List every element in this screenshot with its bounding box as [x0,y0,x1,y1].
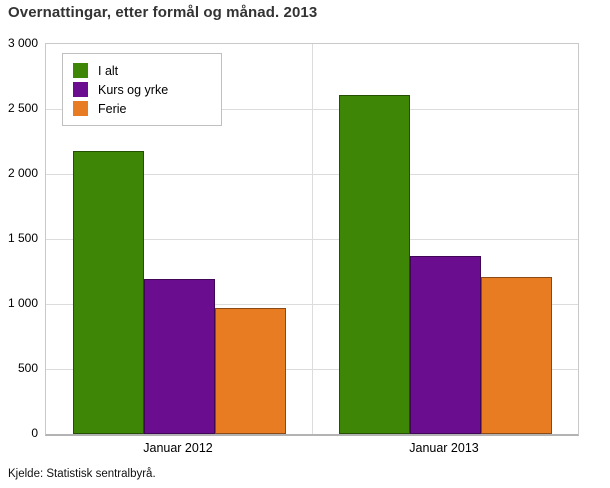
bar-ferie-januar-2013 [480,276,552,434]
source-note: Kjelde: Statistisk sentralbyrå. [8,468,156,480]
legend: I alt Kurs og yrke Ferie [62,53,222,126]
bar-kurs-og-yrke-januar-2012 [143,279,215,434]
legend-label-kurs-og-yrke: Kurs og yrke [98,82,169,97]
legend-swatch-ferie [73,101,88,116]
y-axis-tick-label: 3 000 [7,36,38,50]
y-axis-tick-label: 2 500 [7,101,38,115]
y-axis-tick-label: 1 500 [7,231,38,245]
legend-swatch-i-alt [73,63,88,78]
legend-label-ferie: Ferie [98,101,127,116]
legend-item-ferie[interactable]: Ferie [73,101,211,116]
x-axis-label-januar-2013: Januar 2013 [409,441,479,455]
legend-label-i-alt: I alt [98,63,119,78]
bar-i-alt-januar-2013 [338,94,410,434]
plot-area [45,43,579,436]
gridline-vertical [312,44,313,434]
y-axis-tick-label: 500 [17,361,38,375]
legend-item-kurs-og-yrke[interactable]: Kurs og yrke [73,82,211,97]
y-axis-tick-label: 1 000 [7,296,38,310]
y-axis-tick-label: 2 000 [7,166,38,180]
legend-item-i-alt[interactable]: I alt [73,63,211,78]
y-axis-tick-label: 0 [31,426,38,440]
chart-title: Overnattingar, etter formål og månad. 20… [8,4,318,21]
legend-swatch-kurs-og-yrke [73,82,88,97]
bar-ferie-januar-2012 [214,307,286,434]
bar-i-alt-januar-2012 [72,150,144,434]
x-axis-label-januar-2012: Januar 2012 [143,441,213,455]
bar-kurs-og-yrke-januar-2013 [409,255,481,434]
